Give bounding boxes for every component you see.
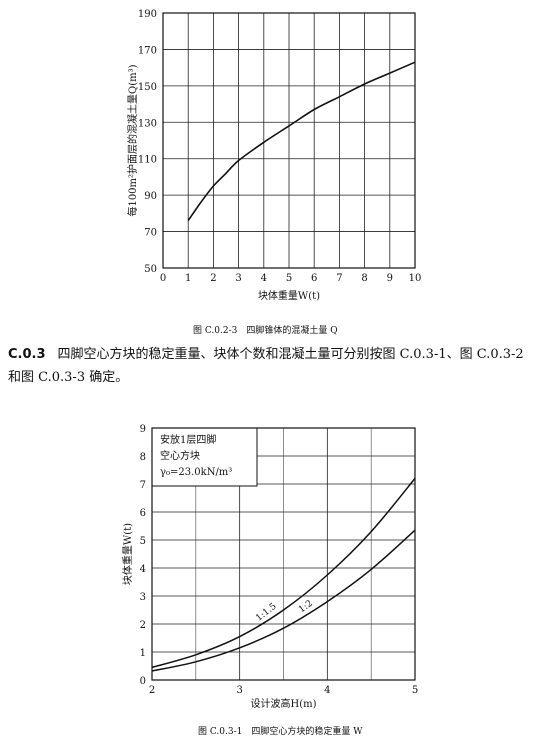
y-axis-label: 块体重量W(t) [121,523,134,585]
y-axis-label: 每100m²护面层的混凝土量Q(m³) [126,64,139,216]
y-tick-label: 50 [144,264,157,275]
x-tick-label: 9 [387,273,393,284]
x-tick-label: 3 [235,273,241,284]
chart-concrete-volume: 0 1 2 3 4 5 6 7 8 9 10 50 70 90 110 130 150 170 190 块体重量W(t… [126,9,421,302]
figure-caption-c031: 图 C.0.3-1 四脚空心方块的稳定重量 W [198,727,363,737]
y-tick-label: 8 [140,452,146,463]
y-tick-label: 7 [140,480,146,491]
series-label-slope-1: 1:1.5 [254,601,279,623]
y-tick-label: 4 [140,564,146,575]
section-number: C.0.3 [8,347,46,362]
x-tick-label: 4 [324,685,330,696]
x-tick-label: 0 [160,273,166,284]
annotation-text: 空心方块 [160,449,200,462]
figure-caption-c023: 图 C.0.2-3 四脚锥体的混凝土量 Q [193,326,338,336]
y-tick-label: 2 [140,620,146,631]
x-tick-label: 5 [286,273,292,284]
x-tick-label: 2 [210,273,216,284]
y-tick-label: 130 [138,118,157,129]
x-tick-label: 3 [236,685,242,696]
y-tick-label: 170 [138,45,157,56]
plot-frame [162,12,416,269]
y-tick-label: 70 [144,228,157,239]
y-tick-label: 90 [144,191,157,202]
paragraph-c03: C.0.3 四脚空心方块的稳定重量、块体个数和混凝土量可分别按图 C.0.3-1、… [8,343,536,389]
series-line-slope-1 [151,477,416,669]
x-tick-label: 1 [185,273,191,284]
x-tick-label: 4 [261,273,267,284]
annotation-text: 安放1层四脚 [160,433,216,446]
series-line-slope-2 [151,529,416,672]
x-axis-label: 块体重量W(t) [258,289,320,302]
x-tick-label: 5 [412,685,418,696]
series-label-slope-2: 1:2 [297,599,315,616]
series-line-concrete-volume [187,61,416,222]
y-tick-label: 5 [140,536,146,547]
plot-frame [151,427,416,681]
y-tick-label: 1 [140,648,146,659]
y-tick-label: 6 [140,508,146,519]
y-tick-label: 150 [138,82,157,93]
y-tick-label: 9 [140,424,146,435]
y-tick-label: 3 [140,592,146,603]
annotation-box [151,427,258,487]
x-axis-label: 设计波高H(m) [250,697,316,710]
y-tick-label: 0 [140,676,146,687]
y-tick-label: 110 [138,155,157,166]
y-tick-label: 190 [138,9,157,20]
x-tick-label: 7 [336,273,342,284]
x-tick-label: 6 [311,273,317,284]
x-tick-label: 8 [361,273,367,284]
x-tick-label: 2 [149,685,155,696]
annotation-text: γ₀=23.0kN/m³ [160,467,232,478]
paragraph-text: 四脚空心方块的稳定重量、块体个数和混凝土量可分别按图 C.0.3-1、图 C.0… [8,347,524,385]
x-tick-label: 10 [409,273,422,284]
